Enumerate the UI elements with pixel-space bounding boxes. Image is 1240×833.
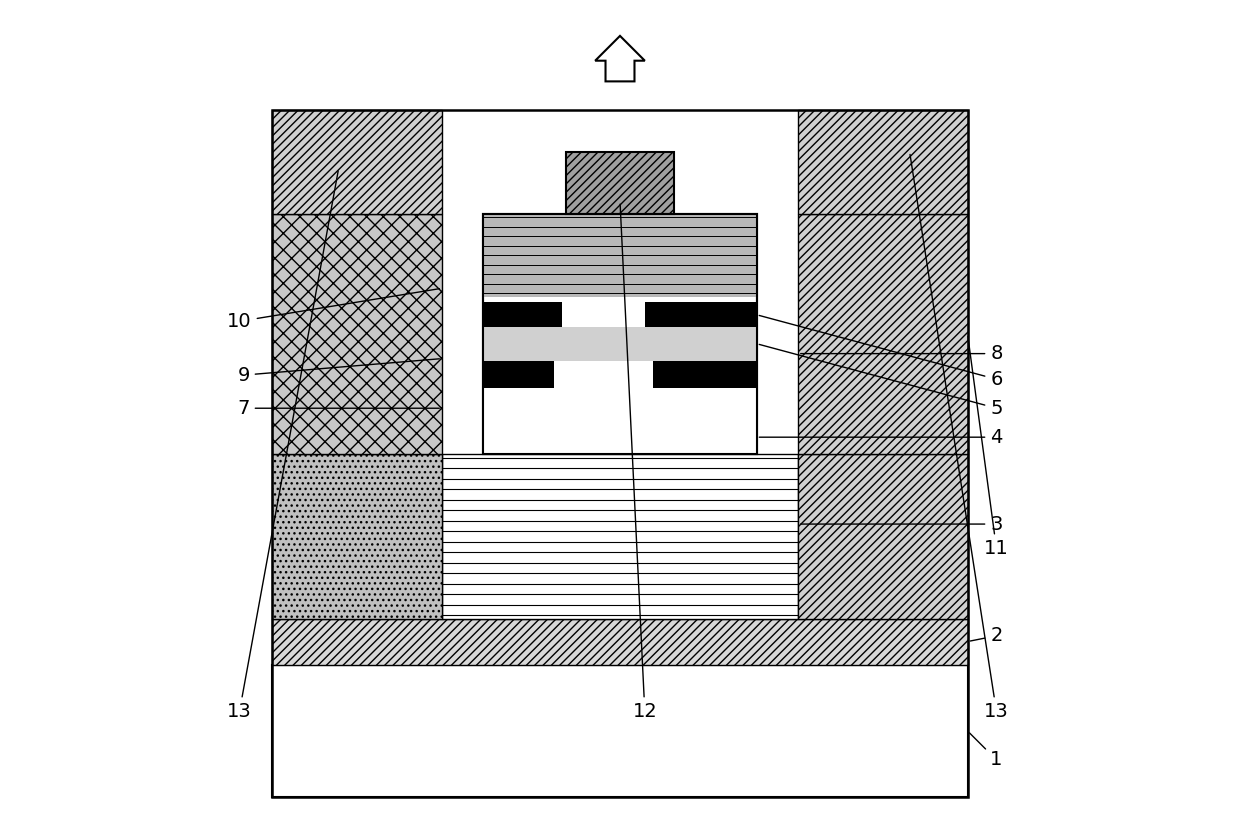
FancyArrow shape [595,36,645,82]
Text: 5: 5 [759,344,1003,417]
Text: 11: 11 [968,337,1009,558]
Bar [797,214,967,454]
Bar [484,214,756,297]
Text: 2: 2 [970,626,1003,646]
Bar [273,110,967,797]
Bar [797,110,967,214]
Bar [273,214,443,454]
Bar [484,387,756,454]
Bar [484,214,756,454]
Bar [567,152,673,214]
Text: 4: 4 [759,427,1003,446]
Text: 12: 12 [620,204,657,721]
Bar [484,361,756,387]
Bar [273,619,967,665]
Bar [443,454,797,619]
Bar [273,454,443,619]
Bar [484,327,756,361]
Text: 1: 1 [970,733,1003,770]
Text: 13: 13 [910,154,1009,721]
Text: 9: 9 [237,359,439,385]
Text: 6: 6 [759,316,1003,389]
Bar [273,110,443,214]
Bar [484,302,756,327]
Text: 7: 7 [237,399,439,417]
Bar [484,214,756,454]
Text: 3: 3 [801,515,1003,534]
Text: 13: 13 [227,171,339,721]
Bar [562,302,645,327]
Bar [797,454,967,619]
Bar [273,665,967,797]
Bar [554,361,653,387]
Text: 10: 10 [227,289,439,331]
Text: 8: 8 [801,344,1003,363]
